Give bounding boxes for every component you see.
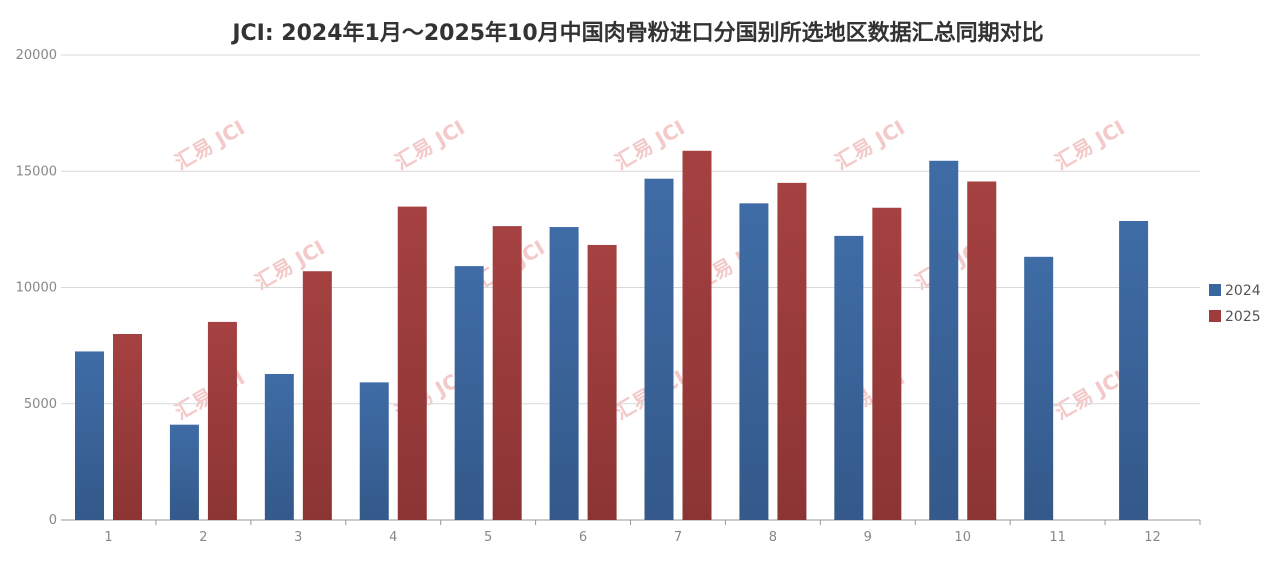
watermark-text: 汇易 JCI (1051, 365, 1129, 424)
bar-2025-2[interactable] (207, 321, 237, 520)
legend: 2024 2025 (1209, 283, 1261, 325)
bar-2025-10[interactable] (967, 181, 997, 521)
watermark-text: 汇易 JCI (171, 115, 249, 174)
legend-swatch-2025[interactable] (1209, 310, 1221, 322)
x-tick-label: 8 (769, 530, 777, 545)
bar-2025-3[interactable] (302, 271, 332, 520)
bar-2025-5[interactable] (492, 226, 522, 520)
x-tick-label: 6 (579, 530, 587, 545)
bar-2024-11[interactable] (1024, 256, 1054, 520)
bars-layer (75, 150, 1149, 521)
y-tick-label: 10000 (16, 281, 57, 296)
x-axis: 1 2 3 4 5 6 7 8 9 10 11 12 (104, 520, 1201, 545)
y-tick-label: 15000 (16, 164, 57, 179)
x-tick-label: 9 (864, 530, 872, 545)
watermark-text: 汇易 JCI (391, 115, 469, 174)
legend-swatch-2024[interactable] (1209, 284, 1221, 296)
x-tick-label: 10 (954, 530, 971, 545)
bar-2025-8[interactable] (777, 182, 807, 520)
y-axis: 0 5000 10000 15000 20000 (16, 48, 57, 528)
bar-2024-7[interactable] (644, 178, 674, 520)
bar-2024-6[interactable] (549, 227, 579, 521)
legend-label-2025[interactable]: 2025 (1225, 309, 1261, 325)
x-tick-label: 5 (484, 530, 492, 545)
bar-2024-10[interactable] (929, 160, 959, 520)
legend-label-2024[interactable]: 2024 (1225, 283, 1261, 299)
bar-2024-8[interactable] (739, 203, 769, 520)
bar-2024-3[interactable] (264, 373, 294, 520)
bar-2025-6[interactable] (587, 244, 617, 520)
watermark-text: 汇易 JCI (831, 115, 909, 174)
y-tick-label: 20000 (16, 48, 57, 63)
bar-2024-5[interactable] (454, 266, 484, 520)
y-tick-label: 0 (49, 513, 57, 528)
x-tick-label: 3 (294, 530, 302, 545)
x-tick-label: 12 (1144, 530, 1161, 545)
bar-2024-2[interactable] (169, 424, 199, 520)
x-tick-label: 11 (1049, 530, 1066, 545)
y-tick-label: 5000 (24, 397, 57, 412)
x-tick-label: 4 (389, 530, 397, 545)
x-tick-label: 7 (674, 530, 682, 545)
bar-2025-9[interactable] (872, 207, 902, 520)
bar-2024-12[interactable] (1119, 221, 1149, 520)
x-tick-label: 2 (199, 530, 207, 545)
bar-2025-4[interactable] (397, 206, 427, 520)
watermark-text: 汇易 JCI (1051, 115, 1129, 174)
bar-2025-1[interactable] (113, 334, 142, 520)
bar-2024-1[interactable] (75, 351, 104, 520)
bar-2025-7[interactable] (682, 150, 712, 521)
watermark-text: 汇易 JCI (611, 115, 689, 174)
chart-title: JCI: 2024年1月～2025年10月中国肉骨粉进口分国别所选地区数据汇总同… (230, 20, 1043, 46)
x-tick-label: 1 (104, 530, 112, 545)
bar-2024-4[interactable] (359, 382, 389, 520)
bar-2024-9[interactable] (834, 235, 864, 520)
